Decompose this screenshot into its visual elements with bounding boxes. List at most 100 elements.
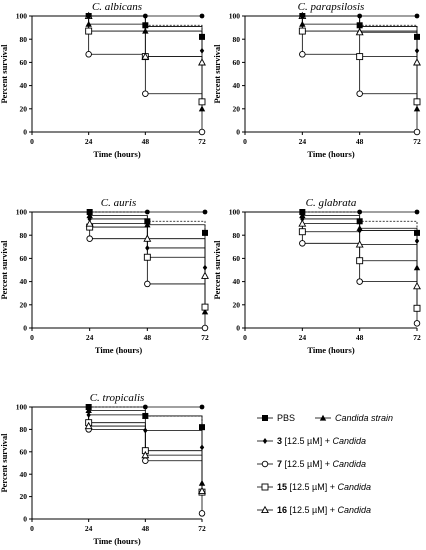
y-tick-label: 0 — [23, 128, 27, 137]
series-line-triangle-open — [245, 211, 418, 287]
y-axis-title: Percent survival — [212, 44, 222, 104]
point-triangle-open — [201, 271, 209, 279]
point-triangle-filled — [144, 221, 151, 228]
x-tick-label: 24 — [85, 524, 93, 533]
point-diamond-filled — [357, 227, 362, 234]
series-line-circle-open — [245, 211, 418, 324]
point-circle-open — [86, 235, 93, 242]
point-diamond-filled — [414, 238, 420, 244]
y-tick-label: 60 — [20, 254, 28, 263]
series-line-triangle-open — [32, 406, 203, 491]
y-tick-label: 100 — [16, 403, 28, 412]
point-dot — [414, 209, 420, 215]
point-diamond-filled — [86, 411, 91, 418]
x-tick-label: 0 — [30, 137, 34, 146]
legend-label-compound-16: 16 [12.5 µM] + Candida — [277, 505, 372, 515]
point-triangle-filled — [413, 264, 421, 271]
point-triangle-open — [198, 58, 206, 66]
point-square-filled — [202, 229, 208, 236]
point-square-filled — [356, 218, 363, 225]
point-dot — [199, 404, 205, 410]
point-circle-open — [142, 90, 149, 97]
point-square-open — [298, 228, 306, 236]
legend-symbol — [261, 483, 269, 491]
x-tick-label: 72 — [413, 137, 421, 146]
legend-marker-compound-16 — [257, 505, 273, 514]
y-tick-label: 80 — [233, 35, 241, 44]
point-circle-open — [356, 278, 363, 285]
x-tick-label: 0 — [243, 333, 247, 342]
x-tick-label: 72 — [413, 333, 421, 342]
x-axis-title: Time (hours) — [307, 149, 354, 159]
chart-title: C. glabrata — [306, 197, 357, 209]
series-line-circle-open — [245, 15, 418, 132]
point-dot — [142, 404, 148, 410]
point-diamond-filled — [202, 264, 208, 271]
legend-label-candida-strain: Candida strain — [335, 413, 394, 423]
y-tick-label: 20 — [233, 104, 241, 113]
point-triangle-filled — [85, 407, 92, 413]
y-tick-label: 40 — [20, 277, 28, 286]
series-line-diamond-filled — [245, 211, 418, 241]
point-triangle-filled — [299, 212, 306, 219]
y-tick-label: 0 — [23, 515, 27, 524]
chart-panel-5: 0 20 40 60 80 100 0 24 48 72 C. tropicalis Time (ho… — [0, 392, 206, 546]
x-axis-title: Time (hours) — [93, 149, 140, 159]
x-axis-title: Time (hours) — [307, 345, 354, 355]
point-triangle-open — [413, 281, 421, 290]
point-dot — [87, 209, 93, 215]
series-line-square-open — [32, 15, 203, 102]
y-tick-label: 80 — [20, 35, 28, 44]
point-diamond-filled — [143, 23, 148, 30]
point-triangle-filled — [299, 20, 306, 27]
point-triangle-open — [84, 421, 93, 430]
y-tick-label: 100 — [16, 208, 28, 217]
chart-panel-4: 0 20 40 60 80 100 0 24 48 72 C. glabrata Time (hour… — [212, 197, 421, 355]
point-circle-open — [198, 510, 206, 517]
point-triangle-filled — [198, 479, 206, 486]
point-square-open — [198, 98, 206, 106]
point-square-filled — [144, 218, 151, 225]
series-line-triangle-open — [32, 15, 203, 63]
point-square-filled — [414, 33, 420, 40]
legend-symbol — [262, 415, 268, 421]
chart-panel-3: 0 20 40 60 80 100 0 24 48 72 C. auris Time (hours) P… — [0, 197, 209, 355]
point-triangle-open — [413, 58, 421, 66]
point-circle-open — [144, 280, 151, 288]
y-tick-label: 0 — [236, 324, 240, 333]
legend-marker-compound-3 — [257, 438, 273, 444]
point-diamond-filled — [199, 47, 205, 54]
legend-symbol — [262, 438, 268, 444]
point-dot — [142, 13, 148, 19]
point-triangle-filled — [198, 105, 206, 112]
series-line-diamond-filled — [245, 15, 418, 51]
legend-symbol — [319, 414, 327, 421]
y-tick-label: 60 — [233, 58, 241, 67]
chart-title: C. tropicalis — [90, 392, 145, 404]
point-triangle-open — [198, 486, 206, 495]
y-tick-label: 60 — [20, 58, 28, 67]
point-square-open — [143, 253, 151, 261]
y-tick-label: 100 — [229, 12, 241, 21]
point-triangle-open — [355, 27, 364, 36]
point-square-filled — [199, 33, 205, 40]
x-tick-label: 24 — [85, 137, 93, 146]
y-tick-label: 80 — [233, 231, 241, 240]
chart-title: C. parapsilosis — [298, 1, 365, 13]
point-triangle-open — [141, 450, 150, 459]
legend-label-compound-7: 7 [12.5 µM] + Candida — [277, 459, 367, 469]
x-tick-label: 24 — [299, 333, 307, 342]
legend-marker-pbs — [257, 415, 273, 421]
y-tick-label: 20 — [233, 300, 241, 309]
x-tick-label: 72 — [201, 333, 209, 342]
point-triangle-filled — [86, 212, 93, 219]
chart-panel-2: 0 20 40 60 80 100 0 24 48 72 C. parapsilosis Time (… — [212, 1, 421, 159]
point-diamond-filled — [143, 427, 148, 434]
point-square-open — [356, 257, 364, 265]
point-diamond-filled — [145, 244, 150, 251]
legend-symbol — [261, 460, 269, 468]
point-circle-open — [85, 51, 92, 58]
point-square-open — [413, 304, 421, 312]
point-dot — [86, 404, 92, 410]
